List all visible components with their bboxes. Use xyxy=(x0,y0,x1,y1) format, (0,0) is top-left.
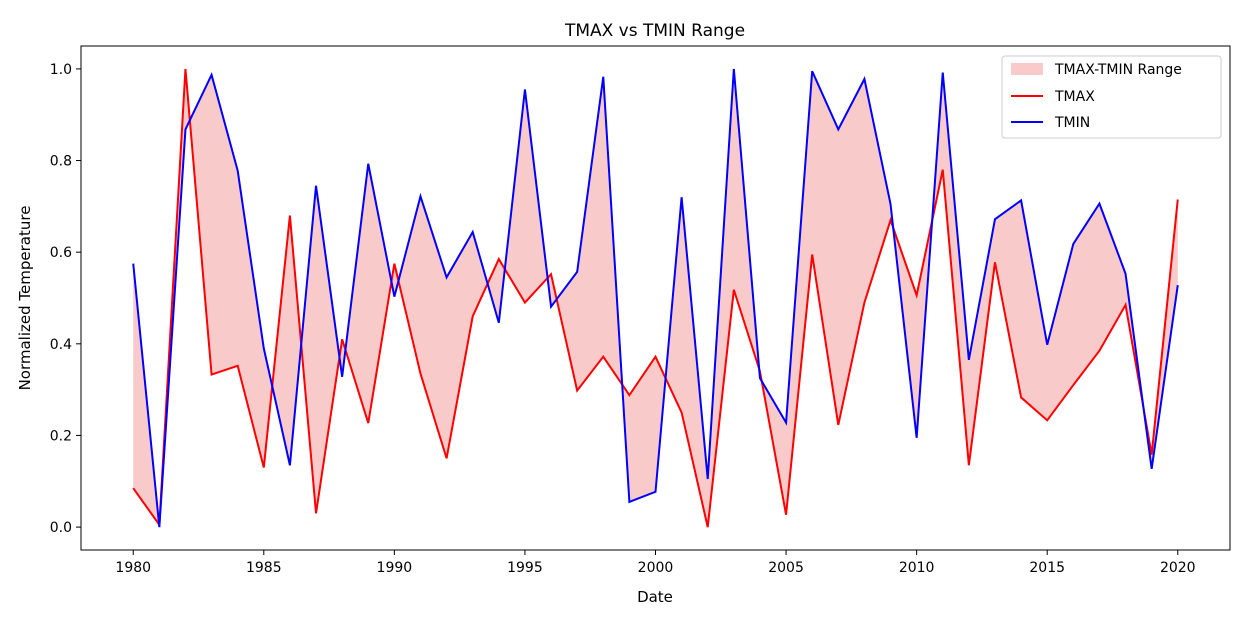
legend-label-tmax: TMAX xyxy=(1054,89,1095,105)
y-tick-label: 0.0 xyxy=(50,520,72,536)
range-fill-area xyxy=(133,68,1178,528)
legend: TMAX-TMIN Range TMAX TMIN xyxy=(1001,55,1222,139)
legend-swatch-range xyxy=(1011,63,1043,75)
x-axis-label: Date xyxy=(637,588,673,606)
y-tick-label: 0.4 xyxy=(50,337,72,353)
x-tick-label: 2015 xyxy=(1029,560,1065,576)
x-tick-label: 2010 xyxy=(899,560,935,576)
x-axis: 1980 1985 1990 1995 2000 2005 2010 2015 2020 xyxy=(115,550,1196,576)
range-fill-layer xyxy=(133,68,1178,528)
x-tick-label: 2020 xyxy=(1160,560,1196,576)
legend-frame xyxy=(1001,55,1222,139)
series-line-tmin xyxy=(132,68,1179,528)
y-tick-label: 0.2 xyxy=(50,428,72,444)
y-tick-label: 1.0 xyxy=(50,62,72,78)
chart-title: TMAX vs TMIN Range xyxy=(564,21,745,41)
y-axis-label: Normalized Temperature xyxy=(16,206,34,391)
series-line-tmax xyxy=(132,68,1179,528)
y-axis: 0.0 0.2 0.4 0.6 0.8 1.0 xyxy=(50,62,81,536)
y-tick-label: 0.8 xyxy=(50,154,72,170)
x-tick-label: 1990 xyxy=(377,560,413,576)
x-tick-label: 2005 xyxy=(768,560,804,576)
x-tick-label: 1985 xyxy=(246,560,282,576)
y-tick-label: 0.6 xyxy=(50,245,72,261)
legend-label-range: TMAX-TMIN Range xyxy=(1054,62,1182,78)
x-tick-label: 1980 xyxy=(115,560,151,576)
x-tick-label: 2000 xyxy=(638,560,674,576)
x-tick-label: 1995 xyxy=(507,560,543,576)
legend-label-tmin: TMIN xyxy=(1054,115,1090,131)
series-lines-layer xyxy=(132,68,1179,528)
